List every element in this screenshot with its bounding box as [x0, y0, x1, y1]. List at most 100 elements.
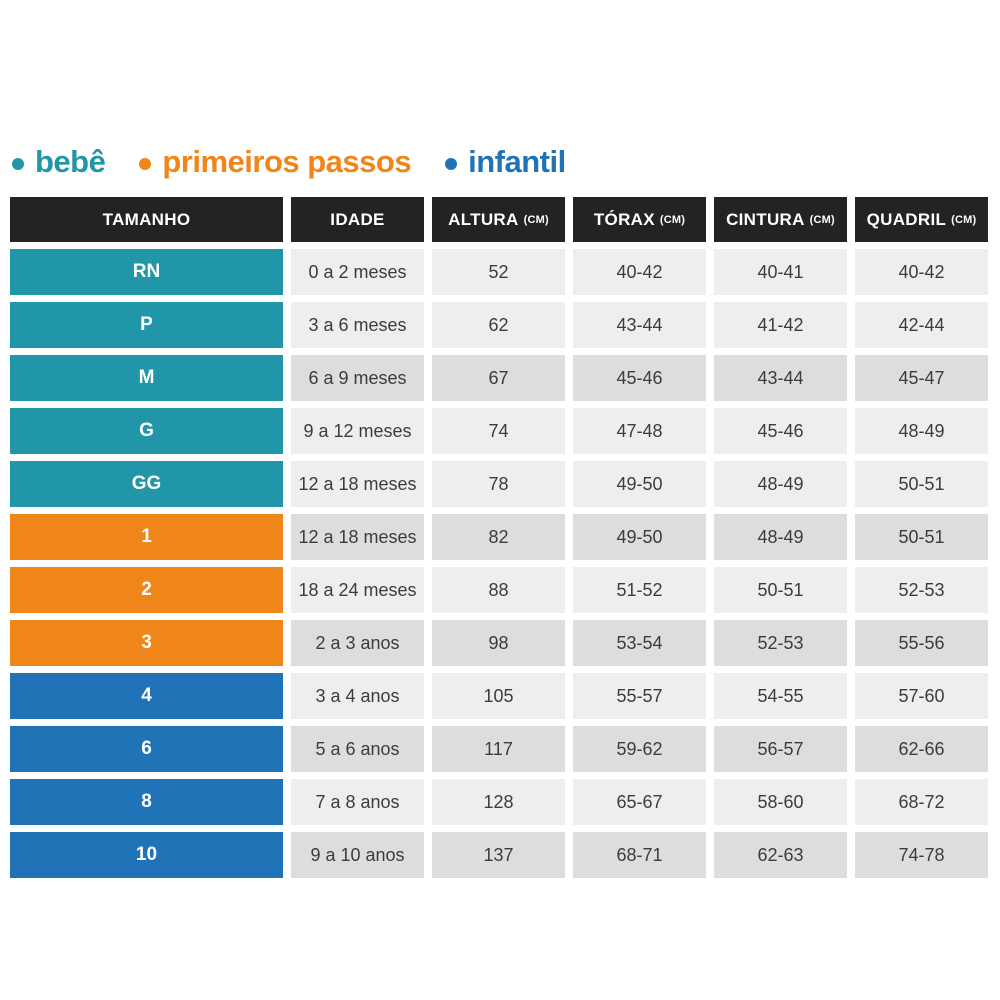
altura-cell: 105 — [432, 673, 565, 719]
header-label: TAMANHO — [102, 209, 191, 229]
cintura-cell: 48-49 — [714, 461, 847, 507]
size-cell: G — [10, 408, 283, 454]
table-row: P 3 a 6 meses 62 43-44 41-42 42-44 — [10, 302, 988, 348]
torax-cell: 45-46 — [573, 355, 706, 401]
header-altura: ALTURA (CM) — [432, 197, 565, 242]
cintura-cell: 41-42 — [714, 302, 847, 348]
header-quadril: QUADRIL (CM) — [855, 197, 988, 242]
header-unit: (CM) — [951, 213, 977, 226]
idade-cell: 5 a 6 anos — [291, 726, 424, 772]
altura-cell: 67 — [432, 355, 565, 401]
table-row: 3 2 a 3 anos 98 53-54 52-53 55-56 — [10, 620, 988, 666]
size-cell: 4 — [10, 673, 283, 719]
size-cell: P — [10, 302, 283, 348]
size-cell: 6 — [10, 726, 283, 772]
quadril-cell: 57-60 — [855, 673, 988, 719]
header-label: ALTURA — [448, 209, 519, 229]
cintura-cell: 54-55 — [714, 673, 847, 719]
altura-cell: 52 — [432, 249, 565, 295]
torax-cell: 51-52 — [573, 567, 706, 613]
legend-label: bebê — [35, 144, 106, 179]
idade-cell: 3 a 6 meses — [291, 302, 424, 348]
torax-cell: 65-67 — [573, 779, 706, 825]
table-row: 10 9 a 10 anos 137 68-71 62-63 74-78 — [10, 832, 988, 878]
cintura-cell: 43-44 — [714, 355, 847, 401]
cintura-cell: 48-49 — [714, 514, 847, 560]
torax-cell: 40-42 — [573, 249, 706, 295]
torax-cell: 53-54 — [573, 620, 706, 666]
quadril-cell: 62-66 — [855, 726, 988, 772]
quadril-cell: 50-51 — [855, 461, 988, 507]
size-cell: M — [10, 355, 283, 401]
size-cell: RN — [10, 249, 283, 295]
table-row: 2 18 a 24 meses 88 51-52 50-51 52-53 — [10, 567, 988, 613]
cintura-cell: 58-60 — [714, 779, 847, 825]
header-tamanho: TAMANHO — [10, 197, 283, 242]
cintura-cell: 62-63 — [714, 832, 847, 878]
quadril-cell: 48-49 — [855, 408, 988, 454]
torax-cell: 47-48 — [573, 408, 706, 454]
legend: bebê primeiros passos infantil — [12, 144, 566, 180]
torax-cell: 49-50 — [573, 514, 706, 560]
idade-cell: 12 a 18 meses — [291, 514, 424, 560]
quadril-cell: 74-78 — [855, 832, 988, 878]
legend-label: infantil — [468, 144, 566, 179]
torax-cell: 55-57 — [573, 673, 706, 719]
altura-cell: 62 — [432, 302, 565, 348]
altura-cell: 98 — [432, 620, 565, 666]
size-cell: 8 — [10, 779, 283, 825]
idade-cell: 3 a 4 anos — [291, 673, 424, 719]
quadril-cell: 68-72 — [855, 779, 988, 825]
legend-item-bebe: bebê — [12, 144, 106, 180]
header-label: CINTURA — [726, 209, 805, 229]
cintura-cell: 50-51 — [714, 567, 847, 613]
table-header-row: TAMANHO IDADE ALTURA (CM) TÓRAX (CM) CIN… — [10, 197, 988, 242]
header-label: IDADE — [330, 209, 385, 229]
idade-cell: 12 a 18 meses — [291, 461, 424, 507]
idade-cell: 9 a 12 meses — [291, 408, 424, 454]
quadril-cell: 40-42 — [855, 249, 988, 295]
table-row: 6 5 a 6 anos 117 59-62 56-57 62-66 — [10, 726, 988, 772]
size-cell: GG — [10, 461, 283, 507]
header-unit: (CM) — [659, 213, 686, 226]
altura-cell: 78 — [432, 461, 565, 507]
table-row: GG 12 a 18 meses 78 49-50 48-49 50-51 — [10, 461, 988, 507]
size-cell: 3 — [10, 620, 283, 666]
idade-cell: 7 a 8 anos — [291, 779, 424, 825]
table-row: RN 0 a 2 meses 52 40-42 40-41 40-42 — [10, 249, 988, 295]
idade-cell: 18 a 24 meses — [291, 567, 424, 613]
torax-cell: 49-50 — [573, 461, 706, 507]
size-cell: 10 — [10, 832, 283, 878]
idade-cell: 2 a 3 anos — [291, 620, 424, 666]
altura-cell: 137 — [432, 832, 565, 878]
table-row: 4 3 a 4 anos 105 55-57 54-55 57-60 — [10, 673, 988, 719]
altura-cell: 88 — [432, 567, 565, 613]
torax-cell: 68-71 — [573, 832, 706, 878]
table-row: G 9 a 12 meses 74 47-48 45-46 48-49 — [10, 408, 988, 454]
idade-cell: 0 a 2 meses — [291, 249, 424, 295]
header-unit: (CM) — [523, 213, 549, 226]
legend-item-primeiros-passos: primeiros passos — [139, 144, 412, 180]
legend-item-infantil: infantil — [445, 144, 566, 180]
torax-cell: 59-62 — [573, 726, 706, 772]
bullet-dot-icon — [139, 157, 152, 170]
cintura-cell: 40-41 — [714, 249, 847, 295]
table-row: M 6 a 9 meses 67 45-46 43-44 45-47 — [10, 355, 988, 401]
bullet-dot-icon — [445, 157, 458, 170]
table-row: 1 12 a 18 meses 82 49-50 48-49 50-51 — [10, 514, 988, 560]
altura-cell: 128 — [432, 779, 565, 825]
size-table: TAMANHO IDADE ALTURA (CM) TÓRAX (CM) CIN… — [10, 197, 988, 878]
idade-cell: 6 a 9 meses — [291, 355, 424, 401]
cintura-cell: 52-53 — [714, 620, 847, 666]
bullet-dot-icon — [12, 157, 24, 170]
size-cell: 2 — [10, 567, 283, 613]
quadril-cell: 55-56 — [855, 620, 988, 666]
header-label: QUADRIL — [866, 209, 947, 229]
cintura-cell: 56-57 — [714, 726, 847, 772]
header-label: TÓRAX — [593, 209, 655, 229]
cintura-cell: 45-46 — [714, 408, 847, 454]
quadril-cell: 42-44 — [855, 302, 988, 348]
header-torax: TÓRAX (CM) — [573, 197, 706, 242]
altura-cell: 82 — [432, 514, 565, 560]
